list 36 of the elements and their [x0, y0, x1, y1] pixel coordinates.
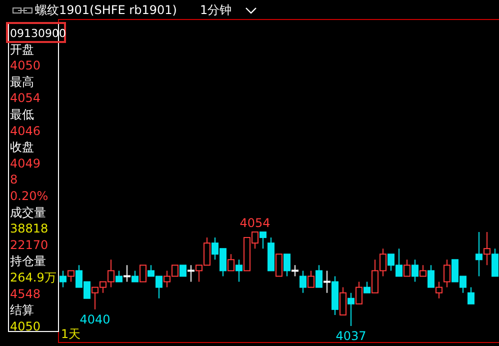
text: 22170	[10, 238, 48, 252]
annotation: 4037	[336, 329, 366, 344]
candlestick	[236, 259, 242, 282]
annotation: 4040	[80, 312, 110, 326]
candlestick	[300, 270, 306, 294]
text: 开盘	[10, 42, 34, 56]
candlestick	[324, 270, 330, 294]
text: 成交量	[10, 205, 46, 220]
text: 4054	[10, 91, 41, 106]
candlestick	[412, 259, 418, 282]
candlestick	[476, 232, 482, 277]
text: 4049	[10, 156, 41, 170]
text: 结算	[10, 303, 34, 318]
candlestick	[484, 232, 490, 266]
text: 4050	[10, 319, 41, 334]
text: 最高	[10, 74, 34, 89]
text: 0.20%	[10, 189, 48, 203]
text: 38818	[10, 222, 48, 236]
candlestick	[348, 292, 354, 327]
text: 收盘	[10, 140, 34, 154]
text: 最低	[10, 108, 34, 122]
candlestick	[124, 264, 130, 282]
text: 4050	[10, 58, 41, 73]
candlestick	[436, 281, 442, 299]
candlestick	[60, 270, 66, 288]
text: 8	[10, 172, 18, 187]
text: 1天	[61, 327, 81, 341]
candlestick	[332, 276, 338, 316]
text: 4046	[10, 124, 41, 138]
text: 持仓量	[10, 254, 46, 268]
chart-subtitle: 1分钟	[200, 3, 232, 17]
text: 4548	[10, 286, 41, 301]
candlestick	[444, 259, 450, 288]
text: 264.9万	[10, 270, 56, 284]
chart-title: 螺纹1901(SHFE rb1901)	[35, 3, 177, 17]
annotation: 4054	[240, 216, 270, 230]
